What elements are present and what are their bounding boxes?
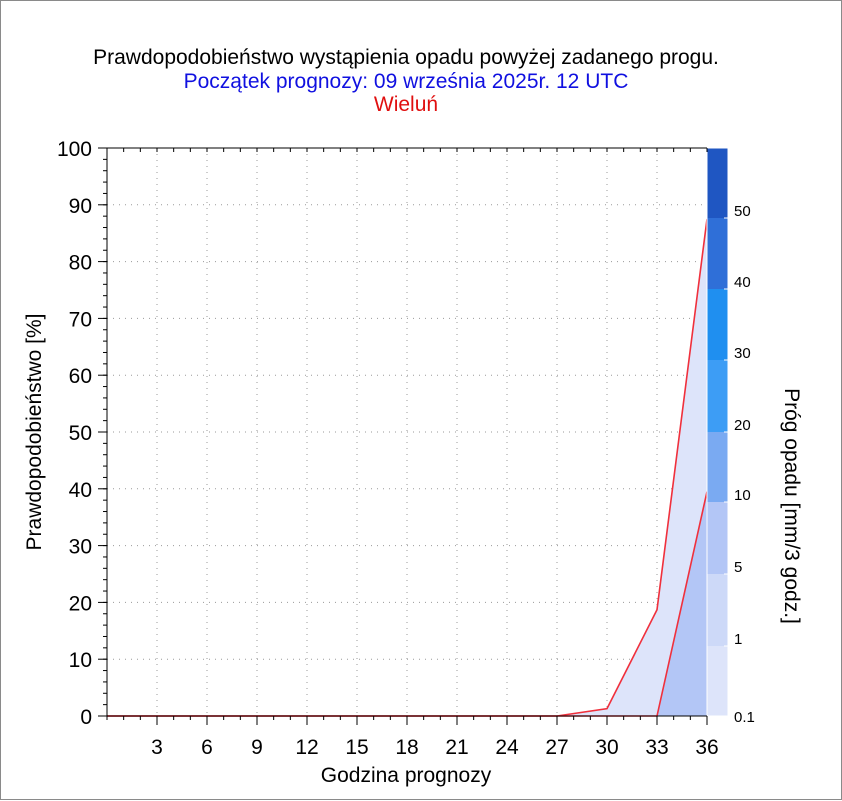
colorbar-tick-label: 0.1 (734, 709, 755, 726)
area-threshold-0-1 (107, 219, 707, 716)
chart-subtitle: Początek prognozy: 09 września 2025r. 12… (184, 70, 629, 93)
colorbar-tick-label: 20 (734, 417, 751, 434)
x-tick-label: 6 (201, 736, 213, 759)
y-tick-label: 20 (69, 592, 92, 615)
y-tick-label: 80 (69, 252, 92, 275)
threshold-colorbar: 0.1 1 5 10 20 30 40 50 (706, 147, 755, 726)
y-tick-label: 60 (69, 365, 92, 388)
y-tick-label: 10 (69, 649, 92, 672)
y-tick-label: 90 (69, 195, 92, 218)
y-tick-label: 30 (69, 536, 92, 559)
colorbar-segment (707, 502, 728, 574)
colorbar-tick-label: 10 (734, 487, 751, 504)
y-axis-label: Prawdopodobieństwo [%] (23, 314, 46, 551)
colorbar-segment (707, 574, 728, 646)
probability-lines (107, 218, 708, 717)
grid-lines (107, 147, 708, 717)
colorbar-tick-label: 50 (734, 203, 751, 220)
x-tick-label: 3 (151, 736, 163, 759)
chart-title: Prawdopodobieństwo wystąpienia opadu pow… (93, 46, 719, 69)
colorbar-tick-label: 30 (734, 345, 751, 362)
x-tick-label: 21 (445, 736, 468, 759)
x-tick-label: 15 (345, 736, 368, 759)
colorbar-segment (707, 646, 728, 716)
x-tick-label: 36 (695, 736, 718, 759)
x-tick-label: 27 (545, 736, 568, 759)
x-tick-label: 30 (595, 736, 618, 759)
x-tick-label: 18 (395, 736, 418, 759)
colorbar-segment (707, 148, 728, 218)
probability-areas (107, 219, 707, 716)
colorbar-segment (707, 218, 728, 289)
axes: 3 6 9 12 15 18 21 24 27 30 33 360102030405060708090… (57, 138, 719, 759)
y-tick-label: 40 (69, 479, 92, 502)
x-tick-label: 24 (495, 736, 519, 759)
colorbar-segment (707, 360, 728, 432)
colorbar-tick-label: 40 (734, 274, 751, 291)
x-tick-label: 9 (251, 736, 263, 759)
colorbar-segment (707, 432, 728, 502)
colorbar-segment (707, 289, 728, 360)
x-tick-label: 12 (295, 736, 318, 759)
x-tick-label: 33 (645, 736, 668, 759)
y-tick-label: 100 (57, 138, 92, 161)
colorbar-label: Próg opadu [mm/3 godz.] (780, 388, 803, 624)
y-tick-label: 0 (80, 706, 92, 729)
y-tick-label: 50 (69, 422, 92, 445)
x-axis-label: Godzina prognozy (321, 764, 492, 787)
chart-location: Wieluń (374, 93, 438, 116)
colorbar-tick-label: 1 (734, 631, 742, 648)
colorbar-tick-label: 5 (734, 559, 742, 576)
y-tick-label: 70 (69, 308, 92, 331)
line-threshold-0-1 (107, 218, 708, 717)
